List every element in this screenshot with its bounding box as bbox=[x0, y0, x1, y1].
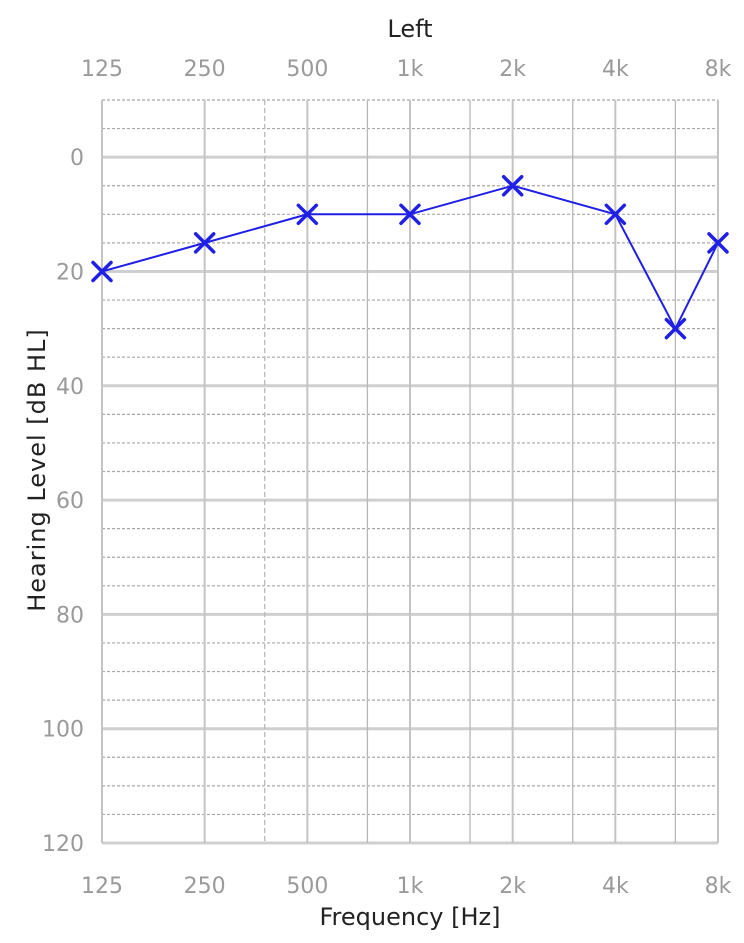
x-tick-label-top: 2k bbox=[499, 57, 526, 82]
x-tick-label-bottom: 125 bbox=[81, 874, 123, 899]
marker-stroke bbox=[604, 203, 627, 226]
x-tick-label-bottom: 4k bbox=[602, 874, 629, 899]
y-tick-label: 20 bbox=[56, 260, 84, 285]
x-axis-title: Frequency [Hz] bbox=[320, 903, 501, 931]
data-point-x-marker bbox=[501, 174, 524, 197]
y-tick-label: 60 bbox=[56, 489, 84, 514]
marker-stroke bbox=[91, 260, 113, 283]
marker-stroke bbox=[399, 203, 421, 226]
x-tick-label-top: 8k bbox=[705, 57, 732, 82]
y-tick-label: 100 bbox=[42, 718, 84, 743]
y-tick-label: 80 bbox=[56, 603, 84, 628]
y-tick-label: 120 bbox=[42, 832, 84, 857]
x-tick-label-bottom: 250 bbox=[184, 874, 226, 899]
x-tick-label-bottom: 1k bbox=[397, 874, 424, 899]
chart-title: Left bbox=[387, 15, 432, 43]
data-point-x-marker bbox=[296, 203, 319, 226]
series-line bbox=[101, 184, 719, 331]
series-layer bbox=[91, 174, 729, 340]
data-point-x-marker bbox=[664, 317, 687, 340]
grid-layer bbox=[101, 99, 719, 845]
data-point-x-marker bbox=[399, 203, 421, 226]
x-tick-label-bottom: 500 bbox=[286, 874, 328, 899]
marker-stroke bbox=[664, 317, 687, 340]
marker-stroke bbox=[193, 232, 216, 254]
marker-stroke bbox=[296, 203, 319, 226]
x-tick-label-top: 250 bbox=[184, 57, 226, 82]
x-tick-label-bottom: 8k bbox=[705, 874, 732, 899]
data-point-x-marker bbox=[604, 203, 627, 226]
data-point-x-marker bbox=[91, 260, 113, 283]
x-tick-label-top: 125 bbox=[81, 57, 123, 82]
marker-stroke bbox=[501, 174, 524, 197]
marker-stroke bbox=[707, 232, 729, 254]
axis-layer: 125 125 250 250 500 500 1k 1k 2k 2k 4k 4k 8k 8k 0 20 40 6… bbox=[42, 57, 732, 899]
x-tick-label-bottom: 2k bbox=[499, 874, 526, 899]
data-point-x-marker bbox=[707, 232, 729, 254]
y-tick-label: 0 bbox=[70, 146, 84, 171]
y-axis-title: Hearing Level [dB HL] bbox=[23, 328, 51, 612]
data-point-x-marker bbox=[193, 232, 216, 254]
x-tick-label-top: 4k bbox=[602, 57, 629, 82]
x-tick-label-top: 500 bbox=[286, 57, 328, 82]
y-tick-label: 40 bbox=[56, 375, 84, 400]
x-tick-label-top: 1k bbox=[397, 57, 424, 82]
